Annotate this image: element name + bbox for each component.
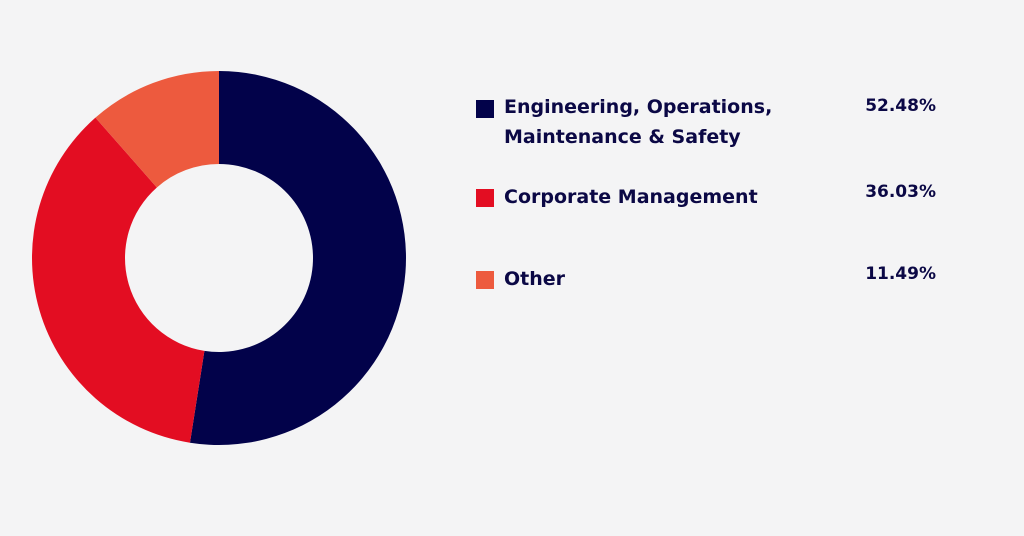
donut-slice-2 xyxy=(95,71,219,188)
legend-label: Other xyxy=(504,268,566,290)
legend-swatch xyxy=(476,189,494,207)
legend-value: 36.03% xyxy=(865,182,936,202)
legend-swatch xyxy=(476,271,494,289)
legend-value: 52.48% xyxy=(865,96,936,116)
donut-slice-0 xyxy=(189,71,406,445)
donut-slices xyxy=(31,71,406,445)
legend-swatch xyxy=(476,100,494,118)
donut-slice-1 xyxy=(31,117,205,443)
legend-value: 11.49% xyxy=(865,264,936,284)
legend-label: Corporate Management xyxy=(504,186,758,208)
legend-label: Engineering, Operations, Maintenance & S… xyxy=(504,96,773,148)
donut-chart xyxy=(31,71,406,445)
